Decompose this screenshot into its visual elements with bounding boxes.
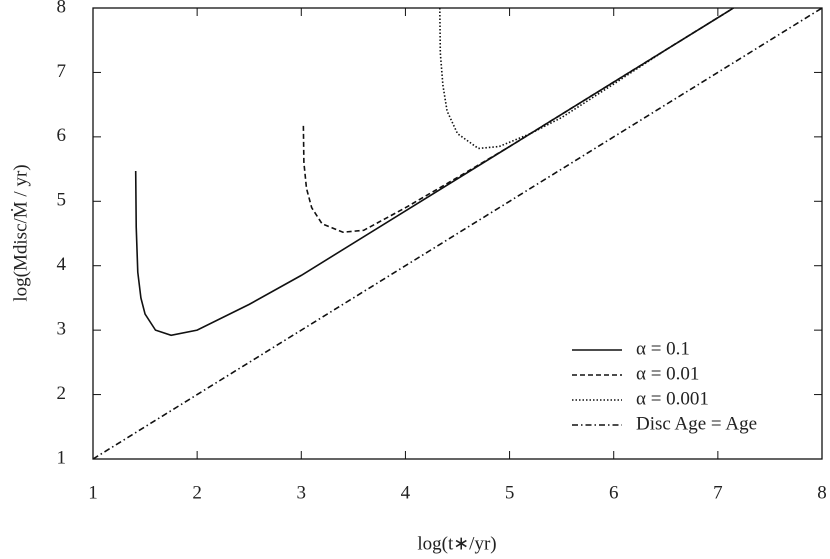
y-tick-label: 3	[57, 319, 67, 340]
x-tick-label: 6	[609, 482, 619, 503]
y-tick-label: 7	[57, 61, 67, 82]
y-tick-label: 8	[57, 0, 67, 17]
y-tick-label: 5	[57, 190, 67, 211]
series-line	[92, 7, 823, 460]
legend-label: α = 0.1	[636, 338, 690, 359]
x-tick-label: 2	[192, 482, 202, 503]
series-line	[439, 7, 734, 150]
y-axis-label: log(Mdisc/Ṁ / yr)	[10, 164, 31, 301]
x-tick-label: 5	[505, 482, 515, 503]
legend-label: α = 0.001	[636, 388, 709, 409]
y-tick-label: 1	[57, 447, 67, 468]
series-line	[134, 7, 734, 337]
legend-label: α = 0.01	[636, 363, 699, 384]
x-tick-label: 3	[297, 482, 307, 503]
x-axis-label: log(t∗/yr)	[417, 533, 496, 554]
legend-label: Disc Age = Age	[636, 413, 757, 434]
x-tick-label: 7	[713, 482, 723, 503]
y-tick-label: 6	[57, 125, 67, 146]
series-line	[302, 7, 734, 234]
x-tick-label: 1	[88, 482, 98, 503]
plot-frame	[92, 7, 823, 460]
x-tick-label: 8	[817, 482, 827, 503]
y-tick-label: 4	[57, 254, 67, 275]
y-tick-label: 2	[57, 383, 67, 404]
x-tick-label: 4	[401, 482, 411, 503]
